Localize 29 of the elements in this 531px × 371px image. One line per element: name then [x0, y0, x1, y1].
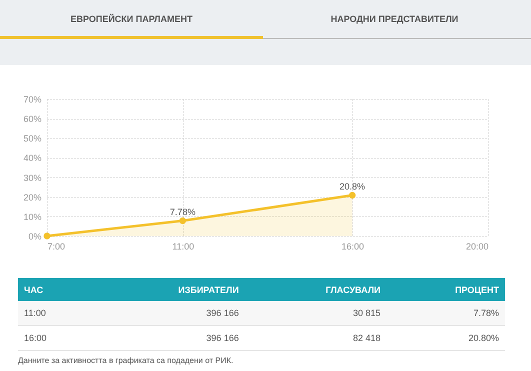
text: НАРОДНИ ПРЕДСТАВИТЕЛИ: [330, 14, 460, 24]
y-tick-label: 20%: [23, 192, 42, 202]
y-tick-label: 30%: [23, 172, 42, 183]
y-tick-label: 0%: [28, 232, 42, 242]
data-label: 7.78%: [170, 206, 196, 217]
text: 396 166: [91, 301, 245, 326]
y-tick-label: 70%: [23, 94, 42, 104]
text: ГЛАСУВАЛИ: [244, 278, 387, 301]
text: ИЗБИРАТЕЛИ: [91, 278, 245, 301]
text: 11:00: [18, 301, 92, 326]
text: Данните за активността в графиката са подадени от РИК.: [18, 356, 234, 365]
x-tick-label: 7:00: [48, 242, 66, 252]
text: 20.80%: [386, 326, 505, 350]
text: 82 418: [244, 326, 387, 350]
text: ПРОЦЕНТ: [386, 278, 505, 301]
x-tick-label: 20:00: [466, 242, 488, 252]
y-tick-label: 10%: [23, 212, 42, 222]
text: 30 815: [244, 301, 387, 326]
y-tick-label: 50%: [23, 134, 42, 144]
y-tick-label: 60%: [23, 114, 42, 124]
x-tick-label: 11:00: [172, 242, 194, 252]
text: 7.78%: [386, 301, 505, 326]
y-tick-label: 40%: [23, 153, 42, 164]
text: ЕВРОПЕЙСКИ ПАРЛАМЕНТ: [69, 14, 194, 24]
text: 396 166: [91, 326, 245, 350]
text: ЧАС: [18, 278, 92, 301]
data-label: 20.8%: [340, 181, 366, 192]
x-tick-label: 16:00: [342, 242, 364, 252]
text: 16:00: [18, 326, 92, 350]
